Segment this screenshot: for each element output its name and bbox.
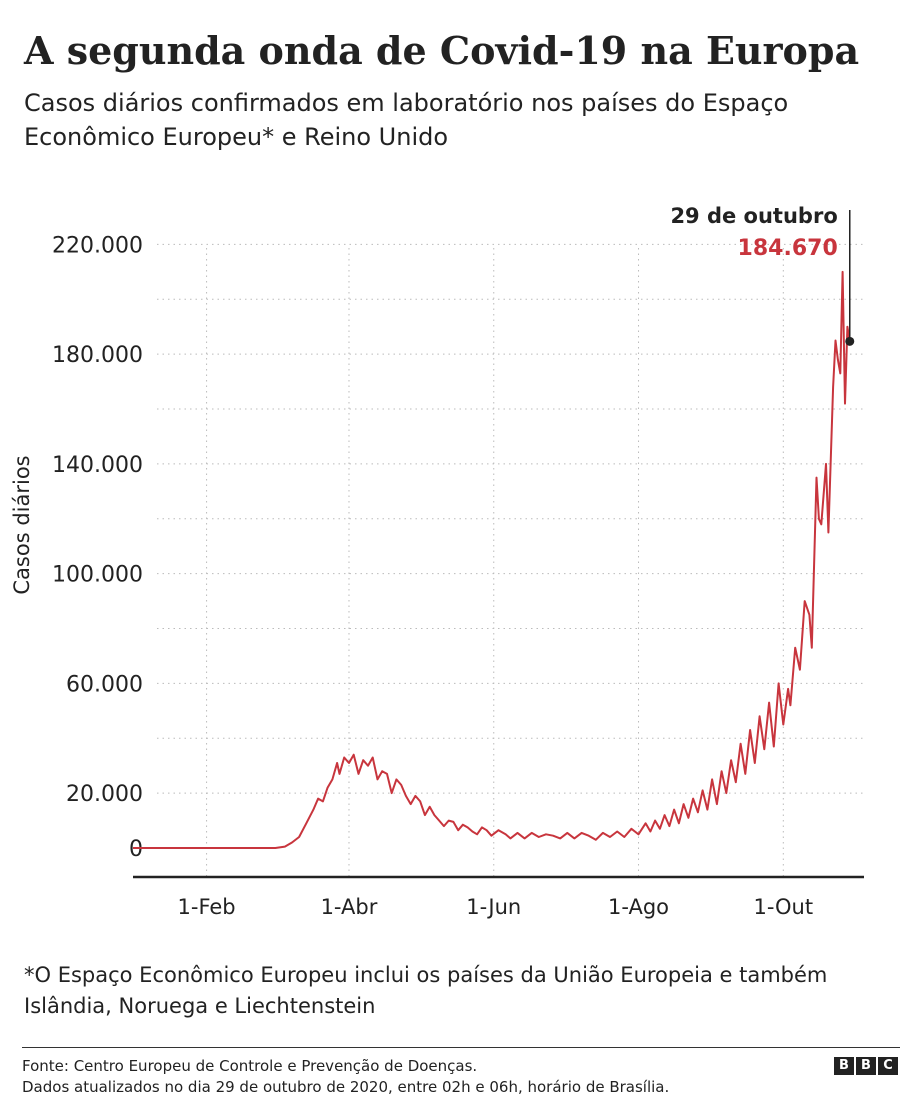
logo-block: C [878, 1057, 898, 1075]
x-tick-label: 1-Feb [178, 895, 236, 919]
x-axis-ticks: 1-Feb 1-Abr 1-Jun 1-Ago 1-Out [178, 895, 814, 919]
bbc-logo: B B C [834, 1057, 898, 1075]
annotation-value-label: 184.670 [738, 236, 838, 261]
x-tick-label: 1-Abr [321, 895, 378, 919]
x-tick-label: 1-Jun [466, 895, 521, 919]
logo-block: B [856, 1057, 876, 1075]
y-tick-label: 20.000 [66, 782, 143, 807]
annotation-point [845, 336, 855, 346]
logo-block: B [834, 1057, 854, 1075]
y-tick-label: 60.000 [66, 672, 143, 697]
y-axis-label: Casos diários [10, 455, 34, 594]
gridlines [157, 243, 864, 876]
series-line [133, 270, 851, 849]
chart-title: A segunda onda de Covid-19 na Europa [24, 28, 860, 73]
y-tick-label: 220.000 [52, 233, 143, 258]
annotation: 29 de outubro 184.670 [670, 204, 855, 346]
chart-subtitle: Casos diários confirmados em laboratório… [24, 89, 789, 151]
footer-divider [22, 1047, 900, 1048]
y-tick-label: 140.000 [52, 453, 143, 478]
annotation-date-label: 29 de outubro [670, 204, 837, 228]
y-tick-label: 0 [129, 837, 143, 862]
y-axis-ticks: 0 20.000 60.000 100.000 140.000 180.000 220.00… [52, 233, 143, 862]
footnote: *O Espaço Econômico Europeu inclui os pa… [24, 963, 828, 1018]
x-tick-label: 1-Out [754, 895, 814, 919]
y-tick-label: 100.000 [52, 563, 143, 588]
update-note: Dados atualizados no dia 29 de outubro d… [22, 1078, 670, 1096]
x-tick-label: 1-Ago [608, 895, 669, 919]
y-tick-label: 180.000 [52, 343, 143, 368]
line-chart: 0 20.000 60.000 100.000 140.000 180.000 220.00… [10, 204, 864, 919]
source-note: Fonte: Centro Europeu de Controle e Prev… [22, 1057, 478, 1075]
